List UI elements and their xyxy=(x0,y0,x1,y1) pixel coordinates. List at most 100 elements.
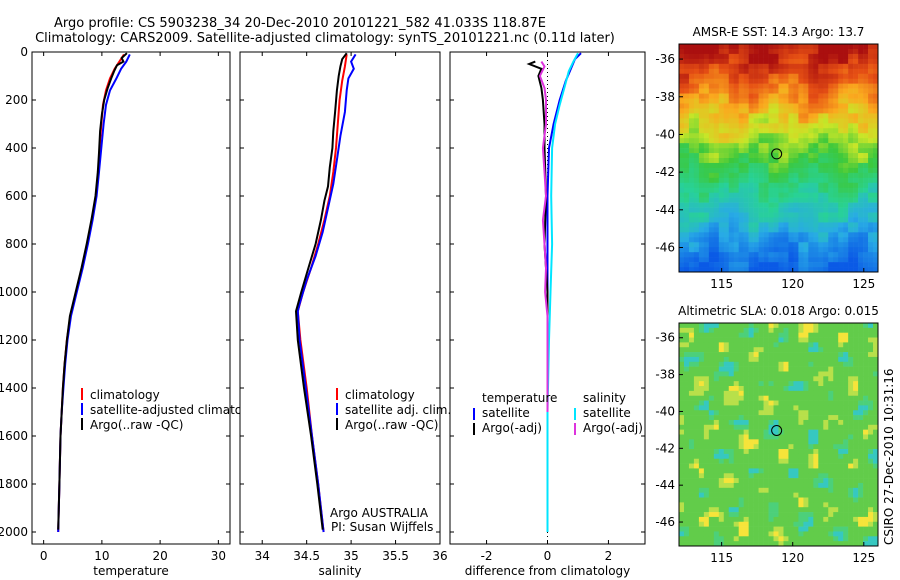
map-cell xyxy=(679,237,685,243)
map-cell xyxy=(683,390,690,397)
map-cell xyxy=(833,400,839,406)
map-cell xyxy=(873,497,879,503)
map-cell xyxy=(683,449,690,455)
map-cell xyxy=(873,63,879,70)
map-cell xyxy=(783,88,789,94)
map-cell xyxy=(818,267,824,273)
map-cell xyxy=(828,405,834,411)
map-cell xyxy=(679,182,685,189)
map-cell xyxy=(758,153,764,159)
map-cell xyxy=(783,118,789,124)
map-cell xyxy=(693,158,700,164)
map-cell xyxy=(788,207,794,213)
map-cell xyxy=(863,108,869,114)
map-cell xyxy=(838,526,844,532)
map-cell xyxy=(679,473,685,479)
map-cell xyxy=(773,424,779,430)
map-cell xyxy=(708,44,715,50)
map-cell xyxy=(823,73,829,79)
map-cell xyxy=(718,361,725,367)
map-cell xyxy=(768,192,774,198)
map-cell xyxy=(728,252,735,258)
map-cell xyxy=(708,257,715,263)
map-cell xyxy=(768,381,774,387)
map-cell xyxy=(828,158,834,164)
map-cell xyxy=(793,48,799,55)
map-cell xyxy=(683,342,690,348)
map-cell xyxy=(763,212,769,218)
map-cell xyxy=(698,118,705,124)
map-cell xyxy=(728,202,735,208)
map-cell xyxy=(813,497,819,503)
map-cell xyxy=(793,327,799,333)
map-cell xyxy=(793,342,799,348)
map-cell xyxy=(753,323,759,329)
map-cell xyxy=(778,242,784,248)
map-cell xyxy=(753,177,759,184)
map-cell xyxy=(778,502,784,508)
map-cell xyxy=(778,449,784,455)
map-cell xyxy=(768,83,774,89)
map-cell xyxy=(788,400,794,406)
map-cell xyxy=(743,58,749,65)
map-cell xyxy=(843,512,849,518)
map-cell xyxy=(833,434,839,440)
map-cell xyxy=(793,410,799,416)
map-cell xyxy=(688,458,695,464)
map-cell xyxy=(728,458,735,464)
map-cell xyxy=(858,133,864,139)
map-cell xyxy=(733,257,739,263)
map-cell xyxy=(713,516,720,523)
map-cell xyxy=(863,381,869,387)
map-cell xyxy=(788,337,794,343)
map-cell xyxy=(713,337,720,343)
map-cell xyxy=(738,410,744,416)
map-cell xyxy=(823,123,829,129)
map-cell xyxy=(853,222,859,228)
map-cell xyxy=(679,347,685,353)
map-cell xyxy=(873,458,879,464)
map-cell xyxy=(748,113,754,119)
map-cell xyxy=(698,83,705,89)
map-cell xyxy=(818,463,824,469)
map-cell xyxy=(833,162,839,169)
map-cell xyxy=(768,424,774,430)
map-cell xyxy=(793,434,799,440)
map-cell xyxy=(873,536,879,542)
map-cell xyxy=(848,492,854,498)
map-cell xyxy=(693,143,700,149)
map-cell xyxy=(763,227,769,233)
map-cell xyxy=(823,439,829,445)
map-cell xyxy=(788,68,794,75)
map-cell xyxy=(793,473,799,479)
map-cell xyxy=(823,212,829,218)
map-cell xyxy=(853,103,859,109)
map-cell xyxy=(679,458,685,464)
map-cell xyxy=(828,197,834,203)
map-cell xyxy=(848,172,854,179)
map-cell xyxy=(708,63,715,70)
map-cell xyxy=(833,118,839,124)
map-cell xyxy=(743,502,749,508)
map-cell xyxy=(803,381,809,387)
x-tick-label: 34 xyxy=(255,549,270,563)
map-cell xyxy=(848,247,854,253)
map-cell xyxy=(808,497,814,503)
map-cell xyxy=(753,352,759,358)
map-cell xyxy=(713,108,720,114)
map-cell xyxy=(838,187,844,193)
map-cell xyxy=(803,458,809,464)
map-cell xyxy=(828,327,834,333)
map-cell xyxy=(713,187,720,193)
map-cell xyxy=(683,172,690,179)
map-cell xyxy=(873,405,879,411)
map-cell xyxy=(698,492,705,498)
map-cell xyxy=(743,497,749,503)
map-cell xyxy=(773,516,779,523)
map-cell xyxy=(788,83,794,89)
map-cell xyxy=(863,44,869,50)
map-cell xyxy=(679,395,685,401)
map-cell xyxy=(688,73,695,79)
map-cell xyxy=(863,78,869,84)
map-cell xyxy=(763,53,769,60)
